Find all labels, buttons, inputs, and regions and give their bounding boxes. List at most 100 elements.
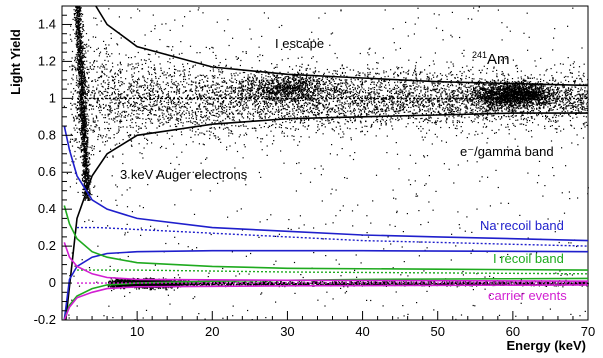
scatter-point (70, 139, 71, 140)
scatter-point (193, 82, 194, 83)
scatter-point (439, 100, 440, 101)
scatter-point (154, 101, 155, 102)
scatter-point (581, 88, 582, 89)
scatter-point (95, 120, 96, 121)
scatter-point (158, 86, 159, 87)
scatter-point (460, 89, 461, 90)
scatter-point (145, 81, 146, 82)
scatter-point (170, 126, 171, 127)
scatter-point (108, 82, 109, 83)
scatter-point (138, 65, 139, 66)
scatter-point (175, 111, 176, 112)
scatter-point (225, 91, 226, 92)
scatter-point (334, 111, 335, 112)
scatter-point (369, 92, 370, 93)
scatter-point (413, 85, 414, 86)
scatter-point (555, 117, 556, 118)
scatter-point (192, 123, 193, 124)
scatter-point (437, 99, 438, 100)
scatter-point (425, 137, 426, 138)
scatter-point (435, 134, 436, 135)
scatter-point (347, 97, 348, 98)
scatter-point (283, 100, 284, 101)
scatter-point (131, 146, 132, 147)
scatter-point (248, 98, 249, 99)
scatter-point (374, 105, 375, 106)
scatter-point (110, 128, 111, 129)
scatter-point (219, 127, 220, 128)
scatter-point (90, 62, 91, 63)
scatter-point (150, 61, 151, 62)
scatter-point (246, 102, 247, 103)
scatter-point (341, 95, 342, 96)
scatter-point (328, 94, 329, 95)
scatter-point (571, 87, 572, 88)
scatter-point (509, 110, 510, 111)
scatter-point (464, 107, 465, 108)
scatter-point (340, 129, 341, 130)
scatter-point (110, 138, 111, 139)
scatter-point (245, 89, 246, 90)
scatter-point (133, 101, 134, 102)
scatter-point (295, 121, 296, 122)
scatter-point (278, 110, 279, 111)
scatter-point (181, 114, 182, 115)
scatter-point (196, 94, 197, 95)
scatter-point (166, 122, 167, 123)
scatter-point (222, 92, 223, 93)
scatter-point (103, 86, 104, 87)
scatter-point (491, 115, 492, 116)
scatter-point (285, 109, 286, 110)
scatter-point (199, 132, 200, 133)
scatter-point (253, 118, 254, 119)
scatter-point (93, 154, 94, 155)
scatter-point (200, 75, 201, 76)
scatter-point (184, 70, 185, 71)
scatter-point (144, 106, 145, 107)
scatter-point (364, 104, 365, 105)
scatter-point (154, 114, 155, 115)
scatter-point (457, 116, 458, 117)
scatter-point (585, 108, 586, 109)
scatter-point (569, 96, 570, 97)
scatter-point (559, 126, 560, 127)
scatter-point (477, 134, 478, 135)
scatter-point (231, 100, 232, 101)
scatter-point (187, 63, 188, 64)
scatter-point (443, 90, 444, 91)
scatter-point (441, 120, 442, 121)
scatter-point (141, 128, 142, 129)
scatter-point (454, 99, 455, 100)
scatter-point (380, 114, 381, 115)
scatter-point (503, 75, 504, 76)
scatter-point (535, 66, 536, 67)
scatter-point (219, 115, 220, 116)
scatter-point (493, 115, 494, 116)
scatter-point (222, 120, 223, 121)
scatter-point (176, 105, 177, 106)
scatter-point (99, 106, 100, 107)
scatter-point (563, 129, 564, 130)
scatter-point (389, 102, 390, 103)
scatter-point (281, 127, 282, 128)
scatter-point (447, 118, 448, 119)
scatter-point (576, 117, 577, 118)
scatter-point (138, 78, 139, 79)
scatter-point (508, 116, 509, 117)
scatter-point (448, 84, 449, 85)
scatter-point (162, 115, 163, 116)
scatter-point (220, 62, 221, 63)
scatter-point (395, 113, 396, 114)
scatter-point (88, 90, 89, 91)
scatter-point (292, 110, 293, 111)
scatter-point (169, 138, 170, 139)
scatter-point (218, 114, 219, 115)
scatter-point (366, 81, 367, 82)
scatter-point (362, 131, 363, 132)
scatter-point (329, 72, 330, 73)
scatter-point (187, 110, 188, 111)
scatter-point (565, 90, 566, 91)
scatter-point (182, 84, 183, 85)
scatter-point (469, 77, 470, 78)
scatter-point (289, 111, 290, 112)
